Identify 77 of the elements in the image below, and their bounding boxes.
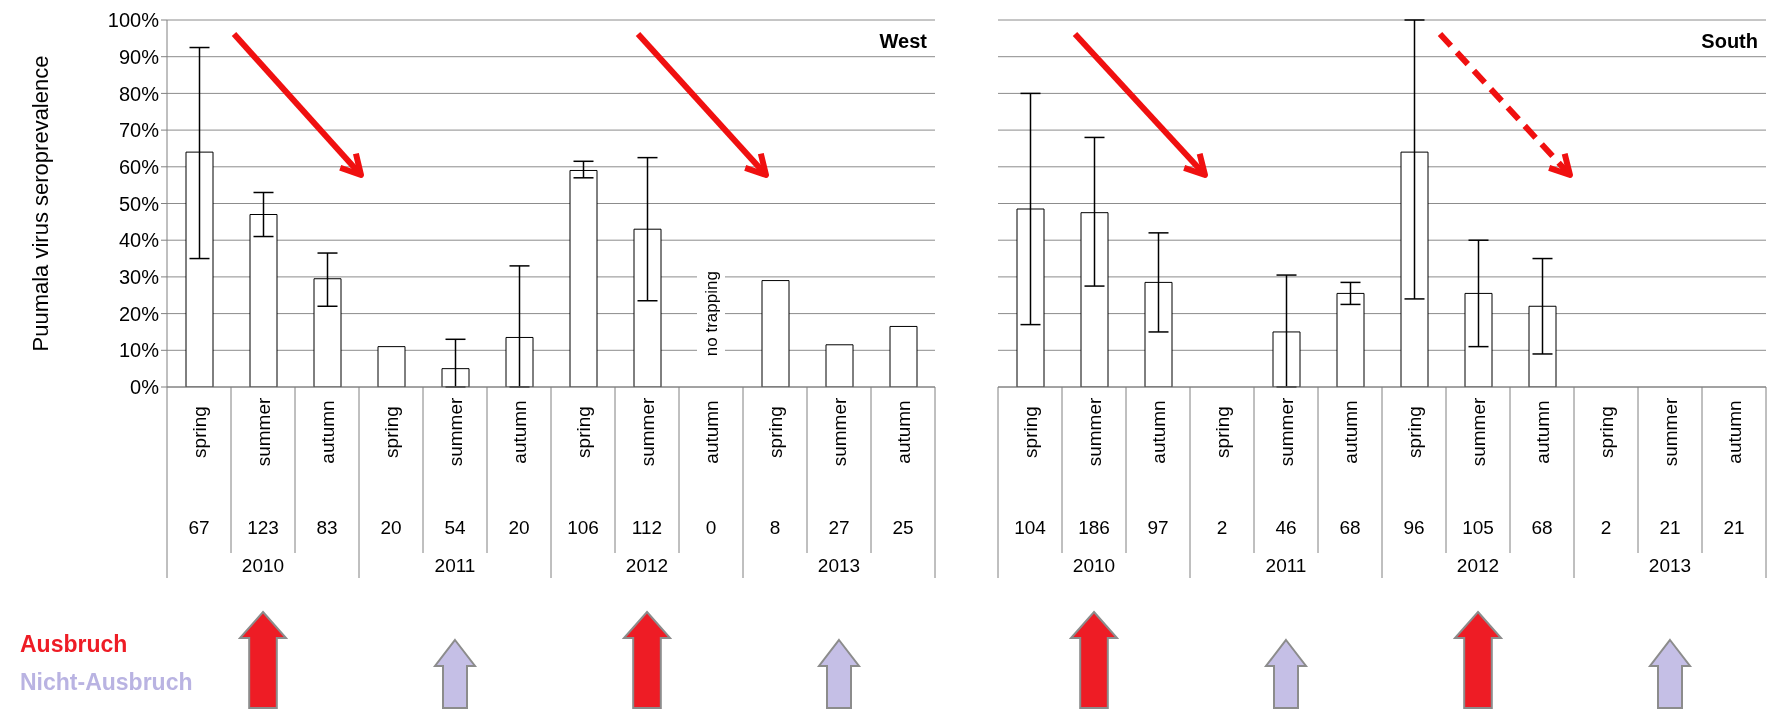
text: 2012 [1456, 555, 1500, 576]
x-tick-label: autumn [317, 400, 338, 464]
x-tick-label: summer [1276, 397, 1297, 467]
x-tick-label: spring [189, 406, 210, 458]
text: 68 [1339, 517, 1361, 538]
x-tick-label: autumn [1724, 400, 1745, 464]
x-tick-label: autumn [893, 400, 914, 464]
text: 96 [1403, 517, 1425, 538]
x-tick-label: summer [637, 397, 658, 467]
y-tick-label: 60% [118, 155, 160, 178]
text: Nicht-Ausbruch [20, 669, 193, 695]
x-tick-label: autumn [509, 400, 530, 464]
text: 68 [1531, 517, 1553, 538]
y-tick-label: 30% [118, 266, 160, 288]
x-tick-label: summer [445, 397, 466, 467]
y-axis-title: Puumala virus seroprevalence [28, 55, 53, 352]
x-tick-label: spring [573, 406, 594, 458]
text: Ausbruch [20, 631, 128, 657]
y-tick-label: 70% [118, 119, 160, 142]
text: 2010 [1072, 555, 1116, 576]
x-tick-label: spring [765, 406, 786, 458]
text: 20 [380, 517, 402, 538]
x-tick-label: autumn [701, 400, 722, 464]
text: 2013 [817, 555, 861, 576]
text: 106 [567, 517, 599, 538]
text: 112 [631, 517, 663, 538]
x-tick-label: spring [1212, 406, 1233, 458]
y-tick-label: 80% [118, 82, 160, 105]
y-tick-label: 0% [130, 376, 160, 399]
text: 21 [1723, 517, 1745, 538]
text: 83 [316, 517, 338, 538]
x-tick-label: autumn [1532, 400, 1553, 464]
bar [825, 344, 854, 387]
annotation: no trapping [702, 271, 721, 357]
text: 2012 [625, 555, 669, 576]
text: 2010 [241, 555, 285, 576]
x-tick-label: summer [253, 397, 274, 467]
y-tick-label: 10% [118, 339, 160, 362]
x-tick-label: summer [1660, 397, 1681, 467]
text: 20 [508, 517, 530, 538]
x-tick-label: spring [1404, 406, 1425, 458]
text: 46 [1275, 517, 1297, 538]
y-tick-label: 90% [118, 45, 160, 68]
text: West [879, 30, 928, 52]
text: 2011 [434, 555, 476, 576]
x-tick-label: summer [1084, 397, 1105, 467]
bar [761, 280, 790, 387]
x-tick-label: summer [829, 397, 850, 467]
y-tick-label: 100% [107, 9, 160, 32]
text: South [1701, 30, 1758, 52]
text: 67 [188, 517, 210, 538]
bar [889, 325, 918, 387]
x-tick-label: autumn [1340, 400, 1361, 464]
y-tick-label: 50% [118, 192, 160, 215]
y-tick-label: 40% [118, 229, 160, 252]
text: 2011 [1265, 555, 1307, 576]
text: 25 [892, 517, 914, 538]
text: 186 [1078, 517, 1110, 538]
x-tick-label: autumn [1148, 400, 1169, 464]
bar [377, 346, 406, 387]
text: 0 [705, 517, 717, 538]
text: 2013 [1648, 555, 1692, 576]
text: 21 [1659, 517, 1681, 538]
text: 54 [444, 517, 466, 538]
text: 104 [1014, 517, 1047, 538]
x-tick-label: summer [1468, 397, 1489, 467]
text: 2 [1216, 517, 1228, 538]
x-tick-label: spring [1020, 406, 1041, 458]
text: 2 [1600, 517, 1612, 538]
text: 97 [1147, 517, 1169, 538]
text: 8 [769, 517, 781, 538]
x-tick-label: spring [381, 406, 402, 458]
text: 27 [828, 517, 850, 538]
text: 123 [247, 517, 279, 538]
y-tick-label: 20% [118, 302, 160, 325]
x-tick-label: spring [1596, 406, 1617, 458]
text: 105 [1462, 517, 1494, 538]
